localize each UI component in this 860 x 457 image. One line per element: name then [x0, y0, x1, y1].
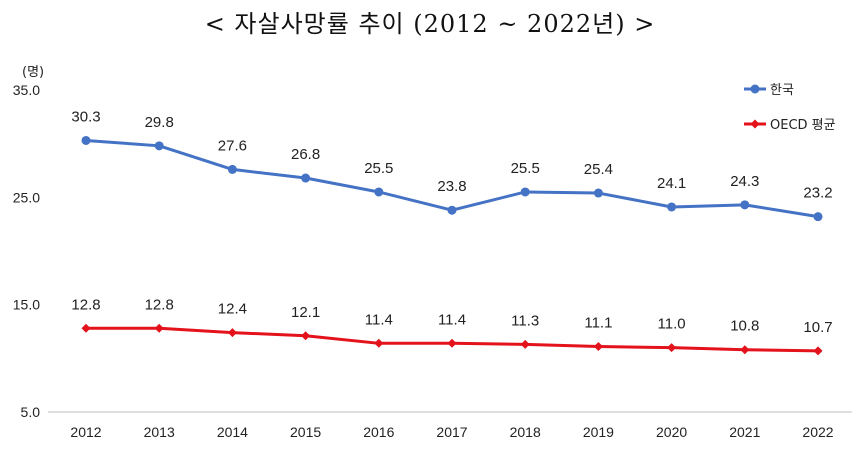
data-label: 26.8	[291, 146, 320, 163]
data-point	[301, 173, 311, 183]
data-point	[520, 187, 530, 197]
y-tick-label: 5.0	[21, 404, 41, 420]
data-label: 11.0	[658, 316, 686, 333]
data-label: 12.8	[145, 296, 174, 313]
data-label: 24.1	[657, 175, 686, 192]
data-label: 29.8	[145, 114, 174, 131]
legend-marker	[750, 84, 760, 94]
x-tick-label: 2013	[144, 424, 175, 440]
x-tick-label: 2017	[436, 424, 467, 440]
x-tick-label: 2015	[290, 424, 321, 440]
data-label: 23.8	[437, 178, 466, 195]
data-label: 10.8	[730, 318, 759, 335]
data-point	[154, 141, 164, 151]
x-tick-label: 2012	[70, 424, 101, 440]
data-label: 11.3	[511, 312, 539, 329]
data-point	[520, 339, 530, 349]
data-point	[374, 187, 384, 197]
y-axis-unit: (명)	[22, 65, 44, 80]
legend-marker	[750, 119, 760, 129]
x-tick-label: 2016	[363, 424, 394, 440]
data-label: 27.6	[218, 137, 247, 154]
data-point	[813, 212, 823, 222]
data-label: 12.1	[291, 304, 320, 321]
chart-title: < 자살사망률 추이 (2012 ~ 2022년) >	[204, 10, 656, 38]
y-tick-label: 25.0	[13, 189, 40, 205]
data-point	[740, 345, 750, 355]
data-label: 12.8	[71, 296, 100, 313]
data-point	[740, 200, 750, 210]
data-label: 10.7	[803, 319, 832, 336]
data-label: 11.4	[365, 311, 393, 328]
legend: 한국 OECD 평균	[744, 83, 836, 133]
data-label: 24.3	[730, 173, 759, 190]
data-label: 23.2	[803, 185, 832, 202]
data-point	[447, 338, 457, 348]
data-point	[81, 323, 91, 333]
data-point	[447, 205, 457, 215]
x-tick-label: 2021	[729, 424, 760, 440]
data-point	[81, 135, 91, 145]
x-tick-label: 2020	[656, 424, 687, 440]
x-tick-label: 2014	[217, 424, 248, 440]
y-tick-label: 15.0	[13, 297, 40, 313]
legend-entry: 한국	[770, 83, 794, 98]
x-tick-label: 2018	[510, 424, 541, 440]
data-point	[593, 188, 603, 198]
data-label: 11.4	[438, 311, 466, 328]
x-tick-label: 2019	[583, 424, 614, 440]
data-label: 25.5	[511, 160, 540, 177]
legend-entry: OECD 평균	[770, 118, 836, 133]
data-point	[667, 202, 677, 212]
data-point	[301, 331, 311, 341]
data-label: 25.5	[364, 160, 393, 177]
data-label: 11.1	[584, 315, 612, 332]
data-label: 25.4	[584, 161, 613, 178]
data-point	[227, 328, 237, 338]
data-point	[227, 164, 237, 174]
data-point	[374, 338, 384, 348]
y-tick-label: 35.0	[13, 82, 40, 98]
x-tick-label: 2022	[802, 424, 833, 440]
data-label-layer: 30.3 29.8 27.6 26.8 25.5 23.8 25.5 25.4 24.1 24.3…	[71, 108, 832, 335]
data-point	[593, 342, 603, 352]
data-point	[667, 343, 677, 353]
data-point	[813, 346, 823, 356]
data-point	[154, 323, 164, 333]
data-label: 12.4	[218, 301, 247, 318]
data-label: 30.3	[71, 108, 100, 125]
axis-layer: (명) 5.0 15.0 25.0 35.0 2012 2013 2014 2015 2016 20…	[13, 65, 852, 440]
series-layer	[81, 135, 823, 356]
